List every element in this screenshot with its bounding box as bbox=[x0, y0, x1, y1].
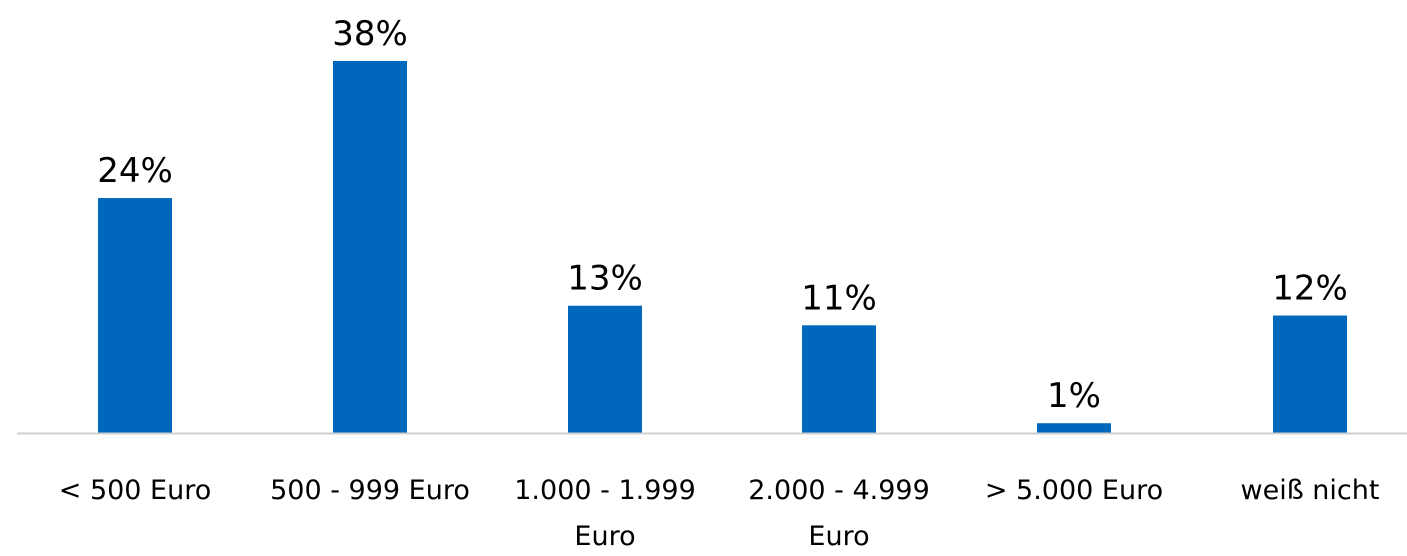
category-label-4-line-1: 2.000 - 4.999 bbox=[748, 475, 930, 506]
data-label-6: 12% bbox=[1272, 269, 1348, 309]
data-label-3: 13% bbox=[567, 259, 643, 299]
bar-5 bbox=[1037, 423, 1111, 433]
data-labels-group: 24% 38% 13% 11% 1% 12% bbox=[97, 14, 1348, 416]
category-label-2: 500 - 999 Euro bbox=[270, 475, 470, 506]
data-label-5: 1% bbox=[1047, 376, 1101, 416]
bar-6 bbox=[1273, 315, 1347, 433]
data-label-2: 38% bbox=[332, 14, 408, 54]
bars-group bbox=[98, 61, 1347, 433]
bar-2 bbox=[333, 61, 407, 433]
category-label-1: < 500 Euro bbox=[59, 475, 212, 506]
category-label-5: > 5.000 Euro bbox=[985, 475, 1163, 506]
category-label-3-line-2: Euro bbox=[574, 521, 635, 551]
bar-4 bbox=[802, 325, 876, 433]
category-label-4-line-2: Euro bbox=[808, 521, 869, 551]
data-label-4: 11% bbox=[801, 278, 877, 318]
category-label-3-line-1: 1.000 - 1.999 bbox=[514, 475, 696, 506]
bar-3 bbox=[568, 305, 642, 433]
bar-1 bbox=[98, 198, 172, 433]
category-labels-group: < 500 Euro 500 - 999 Euro 1.000 - 1.999 Eur… bbox=[59, 475, 1380, 552]
data-label-1: 24% bbox=[97, 151, 173, 191]
category-label-6: weiß nicht bbox=[1241, 475, 1380, 506]
